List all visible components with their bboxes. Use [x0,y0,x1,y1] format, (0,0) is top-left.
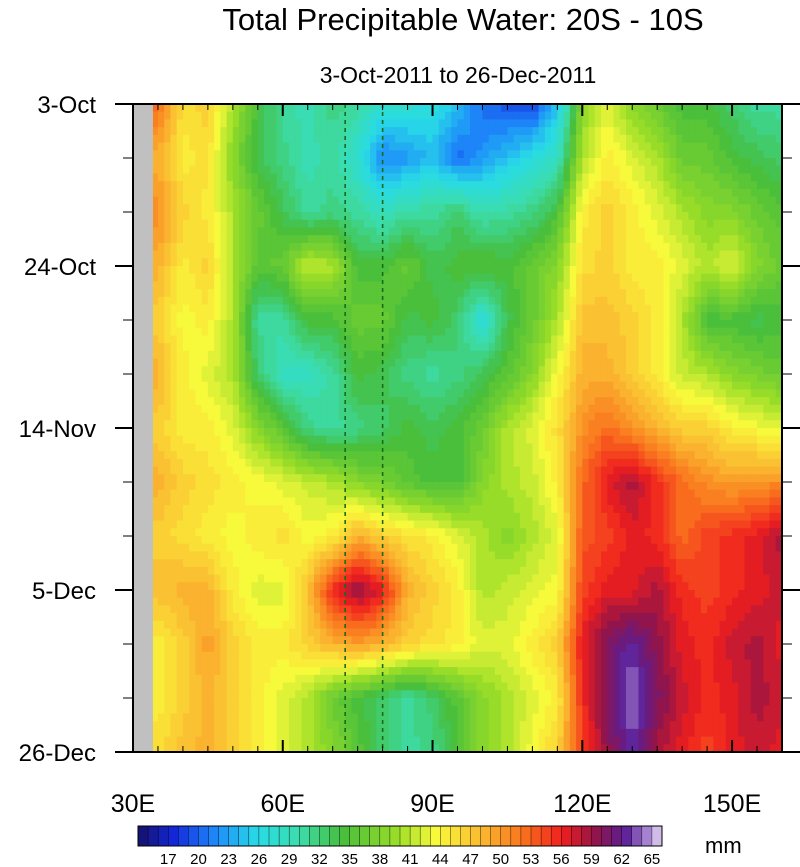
colorbar-swatch [581,825,592,847]
x-tick-label: 120E [553,790,611,818]
colorbar-tick-label: 50 [492,851,509,867]
y-axis: 3-Oct 24-Oct 14-Nov 5-Dec 26-Dec [19,92,800,767]
colorbar-swatch [631,825,643,847]
colorbar: 17 20 23 26 29 32 35 38 41 44 47 50 53 56 59 62 65 [137,825,663,867]
colorbar-swatch [510,825,522,847]
reference-lines [344,104,384,752]
colorbar-swatch [651,825,663,847]
y-tick-label: 5-Dec [32,578,96,605]
colorbar-swatch [641,825,653,847]
colorbar-swatch [520,825,532,847]
colorbar-swatch [218,825,230,847]
colorbar-swatch [198,825,210,847]
colorbar-swatch [500,825,512,847]
colorbar-unit-label: mm [705,833,742,858]
colorbar-swatch [359,825,371,847]
colorbar-tick-label: 23 [220,851,237,867]
colorbar-swatch [288,825,300,847]
land-mask [133,104,153,752]
colorbar-swatch [309,825,320,847]
colorbar-swatch [490,825,502,847]
colorbar-swatch [248,825,260,847]
y-tick-label: 3-Oct [37,92,96,119]
chart-subtitle: 3-Oct-2011 to 26-Dec-2011 [320,62,597,88]
colorbar-tick-label: 56 [553,851,570,867]
colorbar-swatch [228,825,240,847]
precipitable-water-field [133,104,782,752]
colorbar-swatch [137,825,149,847]
colorbar-swatch [278,825,290,847]
colorbar-swatch [530,825,542,847]
colorbar-swatch [550,825,562,847]
colorbar-tick-label: 41 [402,851,419,867]
colorbar-swatch [611,825,623,847]
colorbar-swatch [571,825,582,847]
colorbar-swatch [147,825,159,847]
colorbar-swatch [419,825,431,847]
x-tick-label: 30E [111,790,155,818]
colorbar-tick-label: 29 [281,851,298,867]
colorbar-swatch [258,825,270,847]
colorbar-swatch [208,825,220,847]
colorbar-tick-label: 47 [462,851,479,867]
colorbar-swatch [157,825,169,847]
colorbar-swatch [440,825,451,847]
colorbar-swatch [540,825,552,847]
colorbar-swatch [480,825,492,847]
colorbar-swatch [601,825,613,847]
x-tick-label: 60E [261,790,305,818]
colorbar-swatch [460,825,472,847]
colorbar-swatch [470,825,482,847]
colorbar-frame [137,825,663,847]
land-mask-area [133,104,153,752]
colorbar-tick-label: 59 [583,851,600,867]
colorbar-swatch [450,825,461,847]
colorbar-swatch [168,825,179,847]
colorbar-swatch [621,825,633,847]
colorbar-tick-label: 26 [251,851,268,867]
colorbar-tick-label: 53 [523,851,540,867]
colorbar-tick-label: 65 [644,851,661,867]
colorbar-swatch [319,825,330,847]
colorbar-swatch [389,825,401,847]
colorbar-swatch [369,825,381,847]
colorbar-swatch [399,825,411,847]
x-axis: 30E 60E 90E 120E 150E [111,104,761,818]
colorbar-tick-label: 32 [311,851,328,867]
colorbar-swatch [430,825,441,847]
colorbar-swatch [379,825,391,847]
colorbar-swatch [188,825,199,847]
colorbar-swatch [268,825,280,847]
colorbar-tick-label: 35 [341,851,358,867]
x-tick-label: 90E [410,790,454,818]
y-tick-label: 26-Dec [19,740,96,767]
colorbar-swatch [339,825,351,847]
chart-title: Total Precipitable Water: 20S - 10S [222,2,703,37]
colorbar-tick-label: 38 [372,851,389,867]
colorbar-swatch [591,825,603,847]
colorbar-swatch [409,825,421,847]
colorbar-swatch [561,825,572,847]
y-tick-label: 14-Nov [19,416,96,443]
colorbar-tick-label: 44 [432,851,449,867]
colorbar-swatch [299,825,310,847]
colorbar-swatch [349,825,361,847]
y-tick-label: 24-Oct [24,254,96,281]
x-tick-label: 150E [703,790,761,818]
colorbar-swatch [329,825,341,847]
colorbar-tick-label: 17 [160,851,177,867]
colorbar-tick-label: 20 [190,851,207,867]
colorbar-tick-label: 62 [613,851,630,867]
colorbar-swatch [178,825,189,847]
colorbar-swatch [238,825,250,847]
